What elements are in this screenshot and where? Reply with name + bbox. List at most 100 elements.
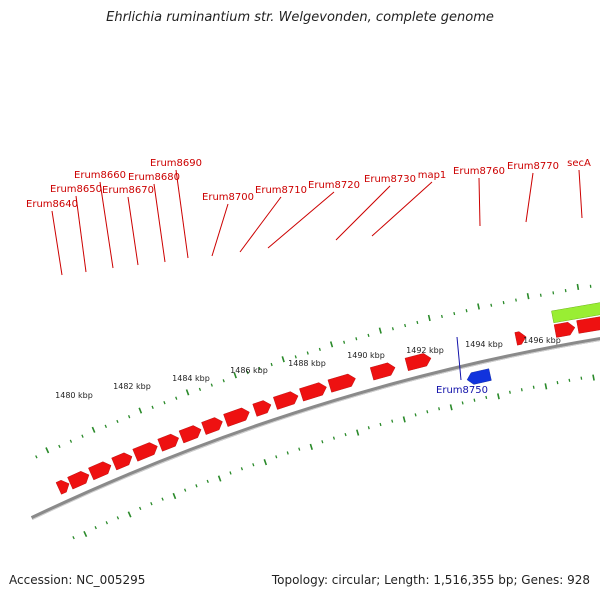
leader-line [239, 196, 282, 253]
scale-label: 1484 kbp [172, 374, 210, 383]
gene-label: Erum8720 [308, 180, 360, 191]
minor-tick [294, 355, 297, 359]
minor-tick [252, 463, 255, 467]
minor-tick [151, 405, 154, 409]
minor-tick [105, 521, 108, 525]
minor-tick [404, 323, 407, 328]
leader-line [75, 195, 87, 273]
gene-label: Erum8650 [50, 184, 102, 195]
forward-gene-arrow [178, 425, 202, 444]
outer-tick-ring [35, 283, 592, 459]
major-tick [592, 374, 595, 381]
minor-tick [69, 439, 73, 443]
scale-label: 1496 kbp [523, 336, 561, 345]
minor-tick [453, 311, 456, 316]
minor-tick [206, 479, 209, 484]
map-title: Ehrlichia ruminantium str. Welgevonden, … [106, 10, 494, 25]
leader-line [127, 196, 139, 266]
inner-tick-ring [72, 374, 595, 540]
accession-text: Accession: NC_005295 [9, 573, 146, 587]
minor-tick [502, 300, 505, 305]
major-tick [127, 511, 132, 518]
gene-labels: Erum8640 Erum8650 Erum8660 Erum8670 Erum8680… [26, 158, 591, 396]
minor-tick [72, 536, 75, 540]
forward-gene-arrow [132, 442, 158, 462]
minor-tick [568, 378, 571, 382]
major-tick [309, 443, 313, 450]
forward-gene-arrow [369, 362, 396, 381]
forward-gene-arrow [553, 321, 576, 338]
minor-tick [416, 320, 419, 325]
leader-line [456, 336, 462, 381]
minor-tick [306, 351, 309, 355]
scale-label: 1486 kbp [230, 366, 268, 375]
minor-tick [564, 288, 567, 293]
major-tick [233, 372, 237, 379]
minor-tick [286, 451, 289, 455]
minor-tick [183, 488, 187, 492]
gene-features [55, 302, 600, 495]
scale-label: 1492 kbp [406, 346, 444, 355]
major-tick [45, 447, 50, 454]
gene-label: Erum8710 [255, 185, 307, 196]
minor-tick [485, 395, 488, 400]
rna-feature [551, 302, 600, 324]
minor-tick [150, 502, 153, 506]
minor-tick [508, 390, 511, 394]
forward-gene-arrow [67, 471, 90, 490]
leader-line [371, 181, 433, 237]
forward-gene-arrow [201, 417, 223, 435]
minor-tick [414, 413, 417, 417]
leader-line [99, 181, 114, 269]
minor-tick [275, 455, 278, 459]
leader-line [51, 210, 63, 276]
minor-tick [515, 298, 517, 302]
forward-gene-arrow [299, 382, 327, 402]
major-tick [576, 283, 580, 291]
forward-gene-arrow [273, 391, 299, 410]
reverse-gene-arrow [466, 368, 492, 385]
gene-label: Erum8700 [202, 192, 254, 203]
gene-label: Erum8640 [26, 199, 78, 210]
major-tick [544, 383, 548, 390]
leader-line [267, 191, 335, 249]
major-tick [526, 293, 530, 300]
minor-tick [270, 362, 273, 367]
forward-gene-arrow [88, 461, 112, 481]
minor-tick [438, 407, 441, 411]
minor-tick [258, 366, 261, 371]
minor-tick [520, 388, 523, 392]
genome-backbone-highlight [32, 340, 600, 520]
gene-label: secA [567, 158, 591, 169]
forward-gene-arrow [223, 407, 250, 427]
minor-tick [343, 340, 346, 344]
major-tick [263, 459, 268, 466]
minor-tick [580, 376, 583, 380]
scale-label: 1490 kbp [347, 351, 385, 360]
minor-tick [139, 506, 142, 511]
leader-line [578, 169, 583, 219]
gene-label: Erum8760 [453, 166, 505, 177]
minor-tick [116, 516, 120, 520]
gene-label: Erum8770 [507, 161, 559, 172]
minor-tick [195, 484, 198, 488]
minor-tick [532, 385, 535, 389]
major-tick [83, 530, 88, 538]
minor-tick [229, 471, 232, 475]
leader-line [335, 185, 391, 241]
genome-summary-text: Topology: circular; Length: 1,516,355 bp… [271, 573, 590, 587]
scale-label: 1482 kbp [113, 382, 151, 391]
major-tick [185, 389, 190, 396]
major-tick [378, 327, 382, 334]
minor-tick [379, 422, 382, 427]
forward-gene-arrow [576, 316, 600, 334]
minor-tick [127, 415, 131, 419]
minor-tick [35, 455, 38, 459]
gene-label: Erum8750 [436, 385, 488, 396]
scale-labels: 1480 kbp 1482 kbp 1484 kbp 1486 kbp 1488 kbp… [55, 336, 561, 400]
minor-tick [161, 497, 164, 501]
forward-gene-arrow [252, 400, 272, 417]
minor-tick [355, 337, 358, 341]
major-tick [477, 303, 480, 310]
